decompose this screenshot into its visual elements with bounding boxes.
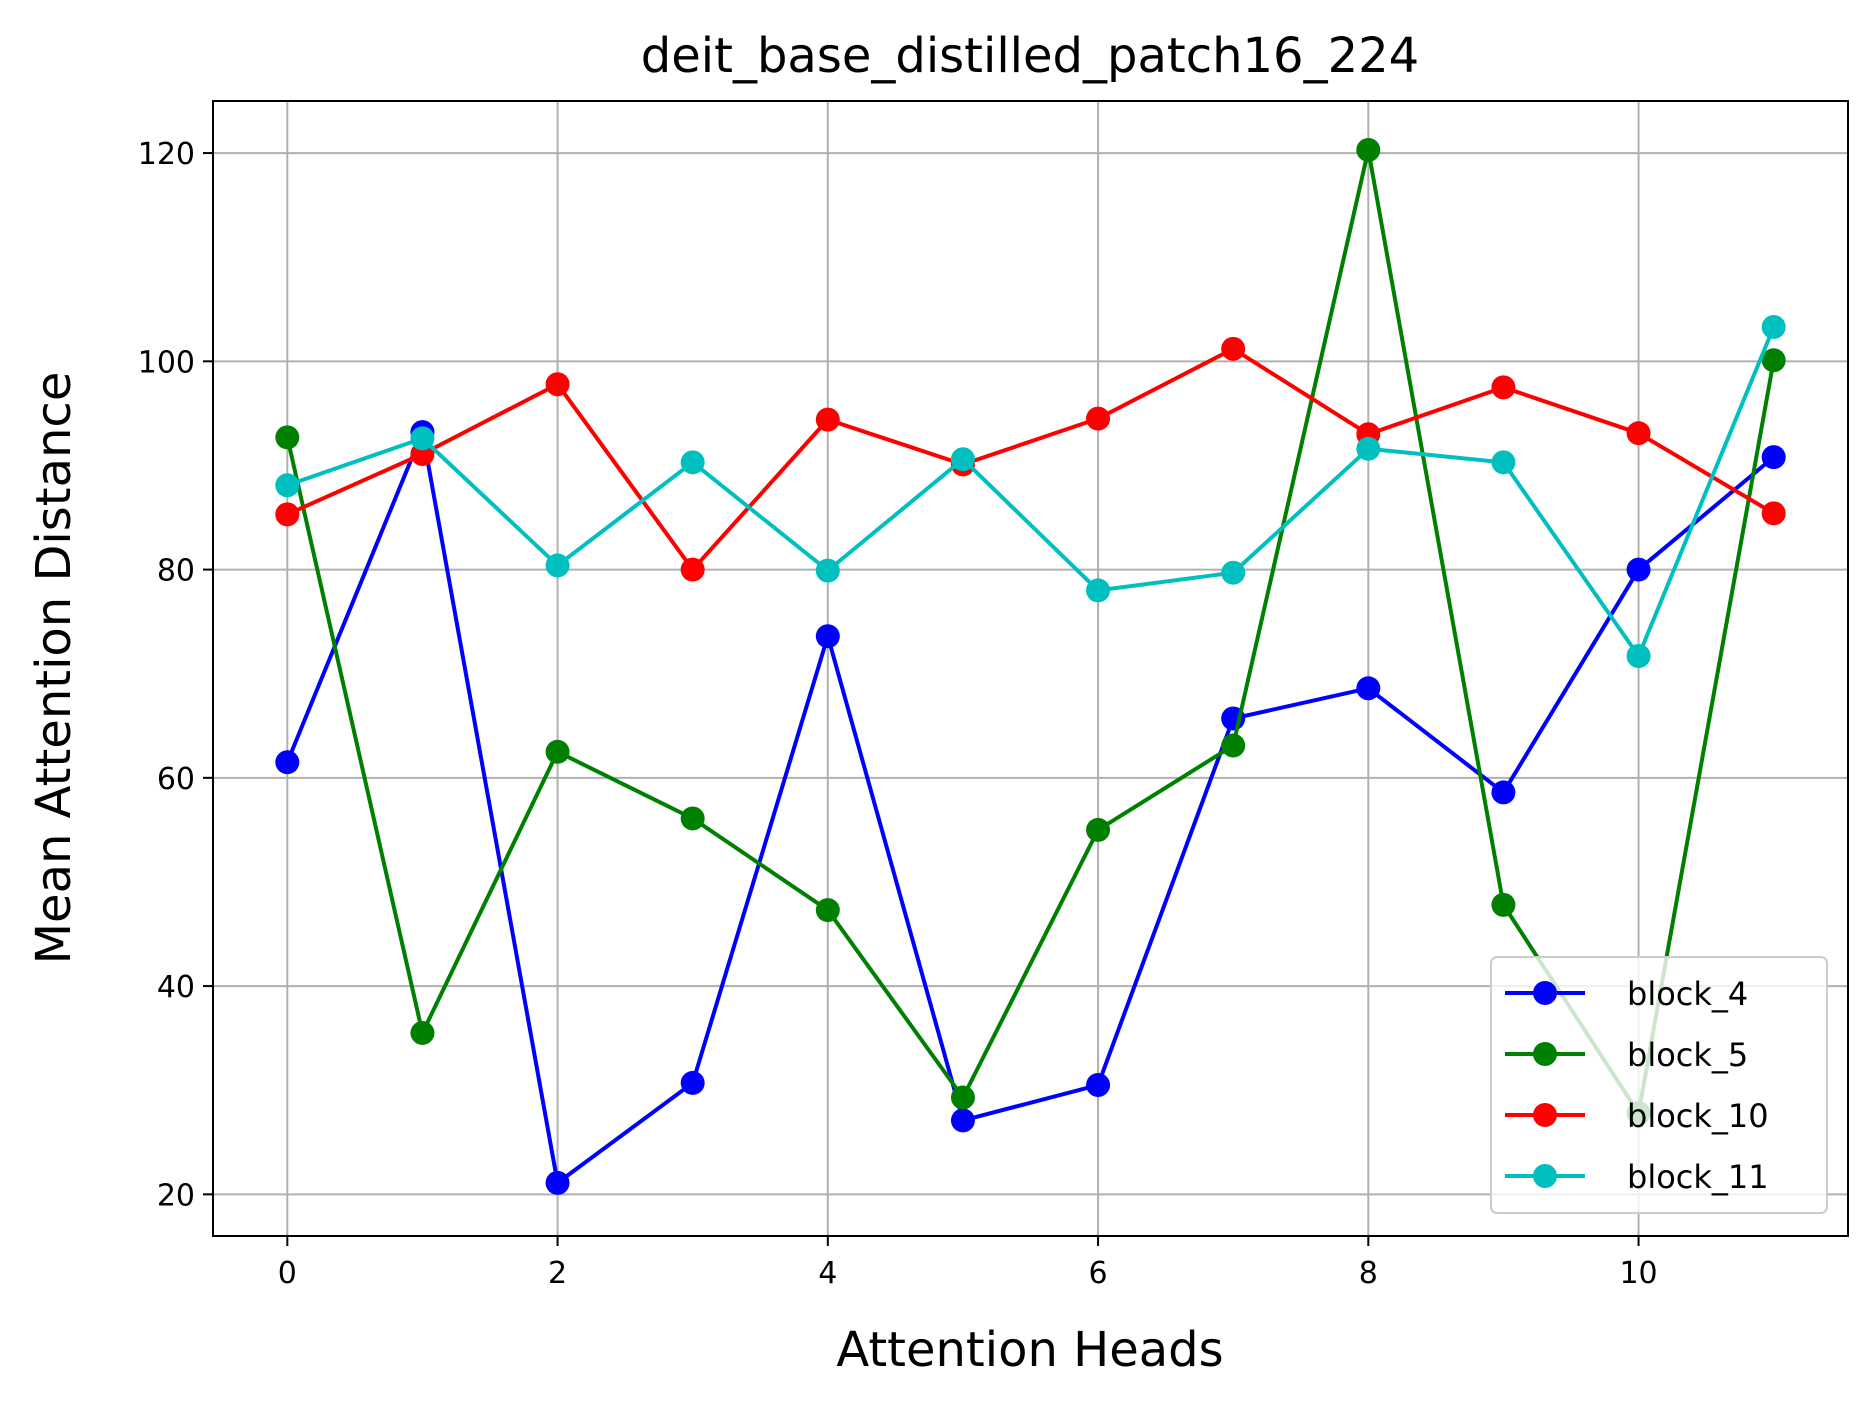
data-point [1221,560,1246,585]
x-tick-label: 2 [548,1256,567,1291]
legend-item-block_10: block_10 [1505,1097,1769,1135]
data-point [1761,314,1786,339]
data-point [950,1085,975,1110]
y-tick-label: 40 [157,970,195,1005]
data-point [680,557,705,582]
data-point [1221,733,1246,758]
data-point [815,407,840,432]
legend: block_4 block_5 block_10 block_11 [1490,956,1828,1214]
data-point [1086,406,1111,431]
ticks: 0 2 4 6 8 10 20 40 60 80 100 120 [138,137,1658,1291]
y-tick-label: 20 [157,1178,195,1213]
legend-swatch-marker [1533,981,1557,1005]
data-point [1356,676,1381,701]
legend-item-block_5: block_5 [1505,1036,1748,1074]
data-point [1356,137,1381,162]
legend-label: block_11 [1627,1158,1769,1196]
data-point [950,447,975,472]
data-point [275,750,300,775]
data-point [680,1070,705,1095]
data-point [1761,348,1786,373]
data-point [950,1108,975,1133]
data-point [275,502,300,527]
x-tick-label: 10 [1619,1256,1657,1291]
legend-item-block_4: block_4 [1505,975,1748,1013]
data-point [1626,644,1651,669]
legend-label: block_4 [1627,975,1748,1013]
legend-label: block_10 [1627,1097,1769,1135]
data-point [410,426,435,451]
plot-area-frame [212,100,1849,1237]
x-axis-title: Attention Heads [836,1322,1223,1378]
data-point [1626,421,1651,446]
series-line [285,147,1776,1116]
legend-label: block_5 [1627,1036,1748,1074]
data-point [1356,436,1381,461]
data-point [815,558,840,583]
data-point [680,450,705,475]
series-block_5 [275,137,1786,1126]
x-tick-label: 6 [1089,1256,1108,1291]
data-point [1491,892,1516,917]
data-point [1491,450,1516,475]
data-point [410,1020,435,1045]
data-point [545,739,570,764]
data-point [1761,445,1786,470]
data-point [275,425,300,450]
x-tick-label: 8 [1359,1256,1378,1291]
data-point [1086,1073,1111,1098]
data-point [1491,780,1516,805]
data-point [815,898,840,923]
data-point [545,1170,570,1195]
series-line [286,326,1776,659]
y-tick-label: 80 [157,554,195,589]
series-line [286,346,1775,572]
data-point [275,473,300,498]
legend-box [1490,956,1828,1214]
x-tick-label: 0 [278,1256,297,1291]
y-axis-title: Mean Attention Distance [26,372,82,965]
data-point [545,553,570,578]
y-tick-label: 120 [138,137,195,172]
data-point [1221,336,1246,361]
legend-swatch-marker [1533,1103,1557,1127]
y-tick-label: 100 [138,345,195,380]
legend-item-block_11: block_11 [1505,1158,1769,1196]
data-point [815,624,840,649]
series-block_11 [275,314,1786,669]
data-point [680,806,705,831]
series-line [285,430,1775,1185]
data-point [1761,501,1786,526]
chart-title: deit_base_distilled_patch16_224 [641,28,1419,84]
series-block_4 [275,420,1786,1195]
series-layer [275,137,1786,1195]
data-point [1626,557,1651,582]
data-point [1086,817,1111,842]
legend-swatch-marker [1533,1042,1557,1066]
y-tick-label: 60 [157,762,195,797]
x-tick-label: 4 [818,1256,837,1291]
data-point [1086,578,1111,603]
legend-swatch-marker [1533,1164,1557,1188]
data-point [545,372,570,397]
data-point [1491,375,1516,400]
